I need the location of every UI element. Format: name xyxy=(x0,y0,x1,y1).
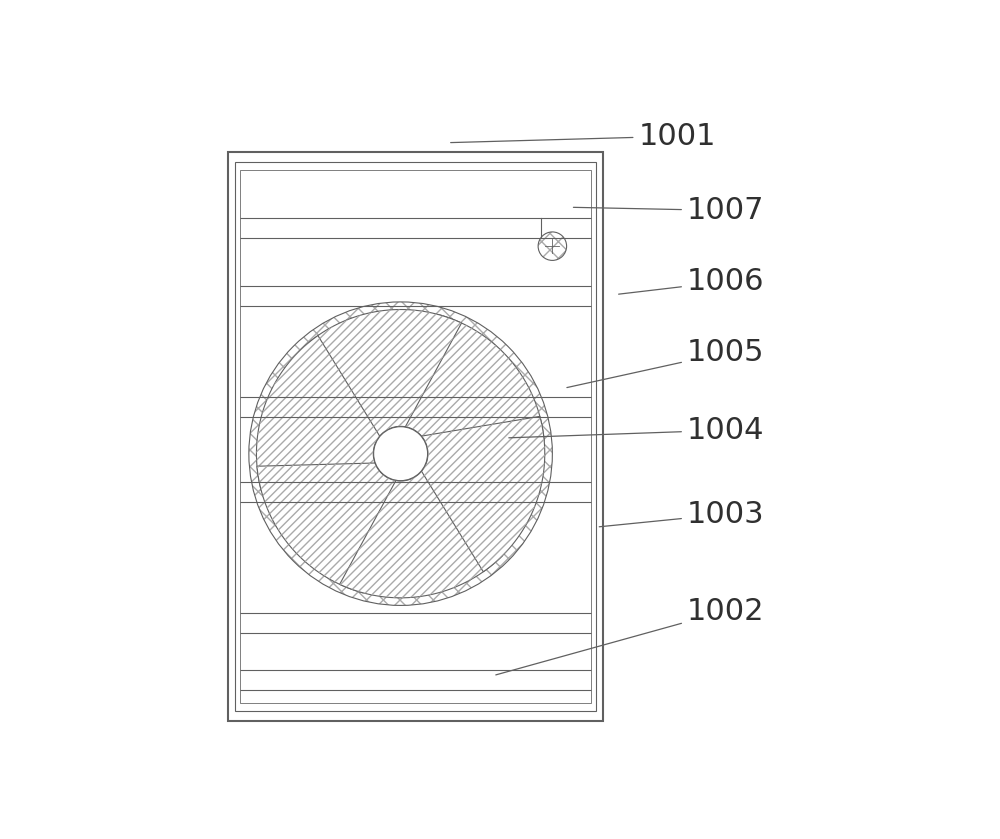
Polygon shape xyxy=(299,310,462,445)
Text: 1005: 1005 xyxy=(567,338,764,388)
Text: 1001: 1001 xyxy=(451,122,716,151)
Polygon shape xyxy=(422,416,545,571)
Polygon shape xyxy=(257,463,405,593)
Text: 1003: 1003 xyxy=(599,500,765,529)
Polygon shape xyxy=(340,463,503,598)
Text: 1004: 1004 xyxy=(509,415,764,445)
Text: 1006: 1006 xyxy=(619,267,764,296)
Polygon shape xyxy=(396,315,544,445)
Polygon shape xyxy=(256,336,380,491)
Text: 1007: 1007 xyxy=(573,196,764,225)
Bar xyxy=(228,153,603,721)
Bar xyxy=(235,162,596,711)
Bar xyxy=(240,170,591,703)
Circle shape xyxy=(374,427,428,481)
Text: 1002: 1002 xyxy=(496,597,764,675)
